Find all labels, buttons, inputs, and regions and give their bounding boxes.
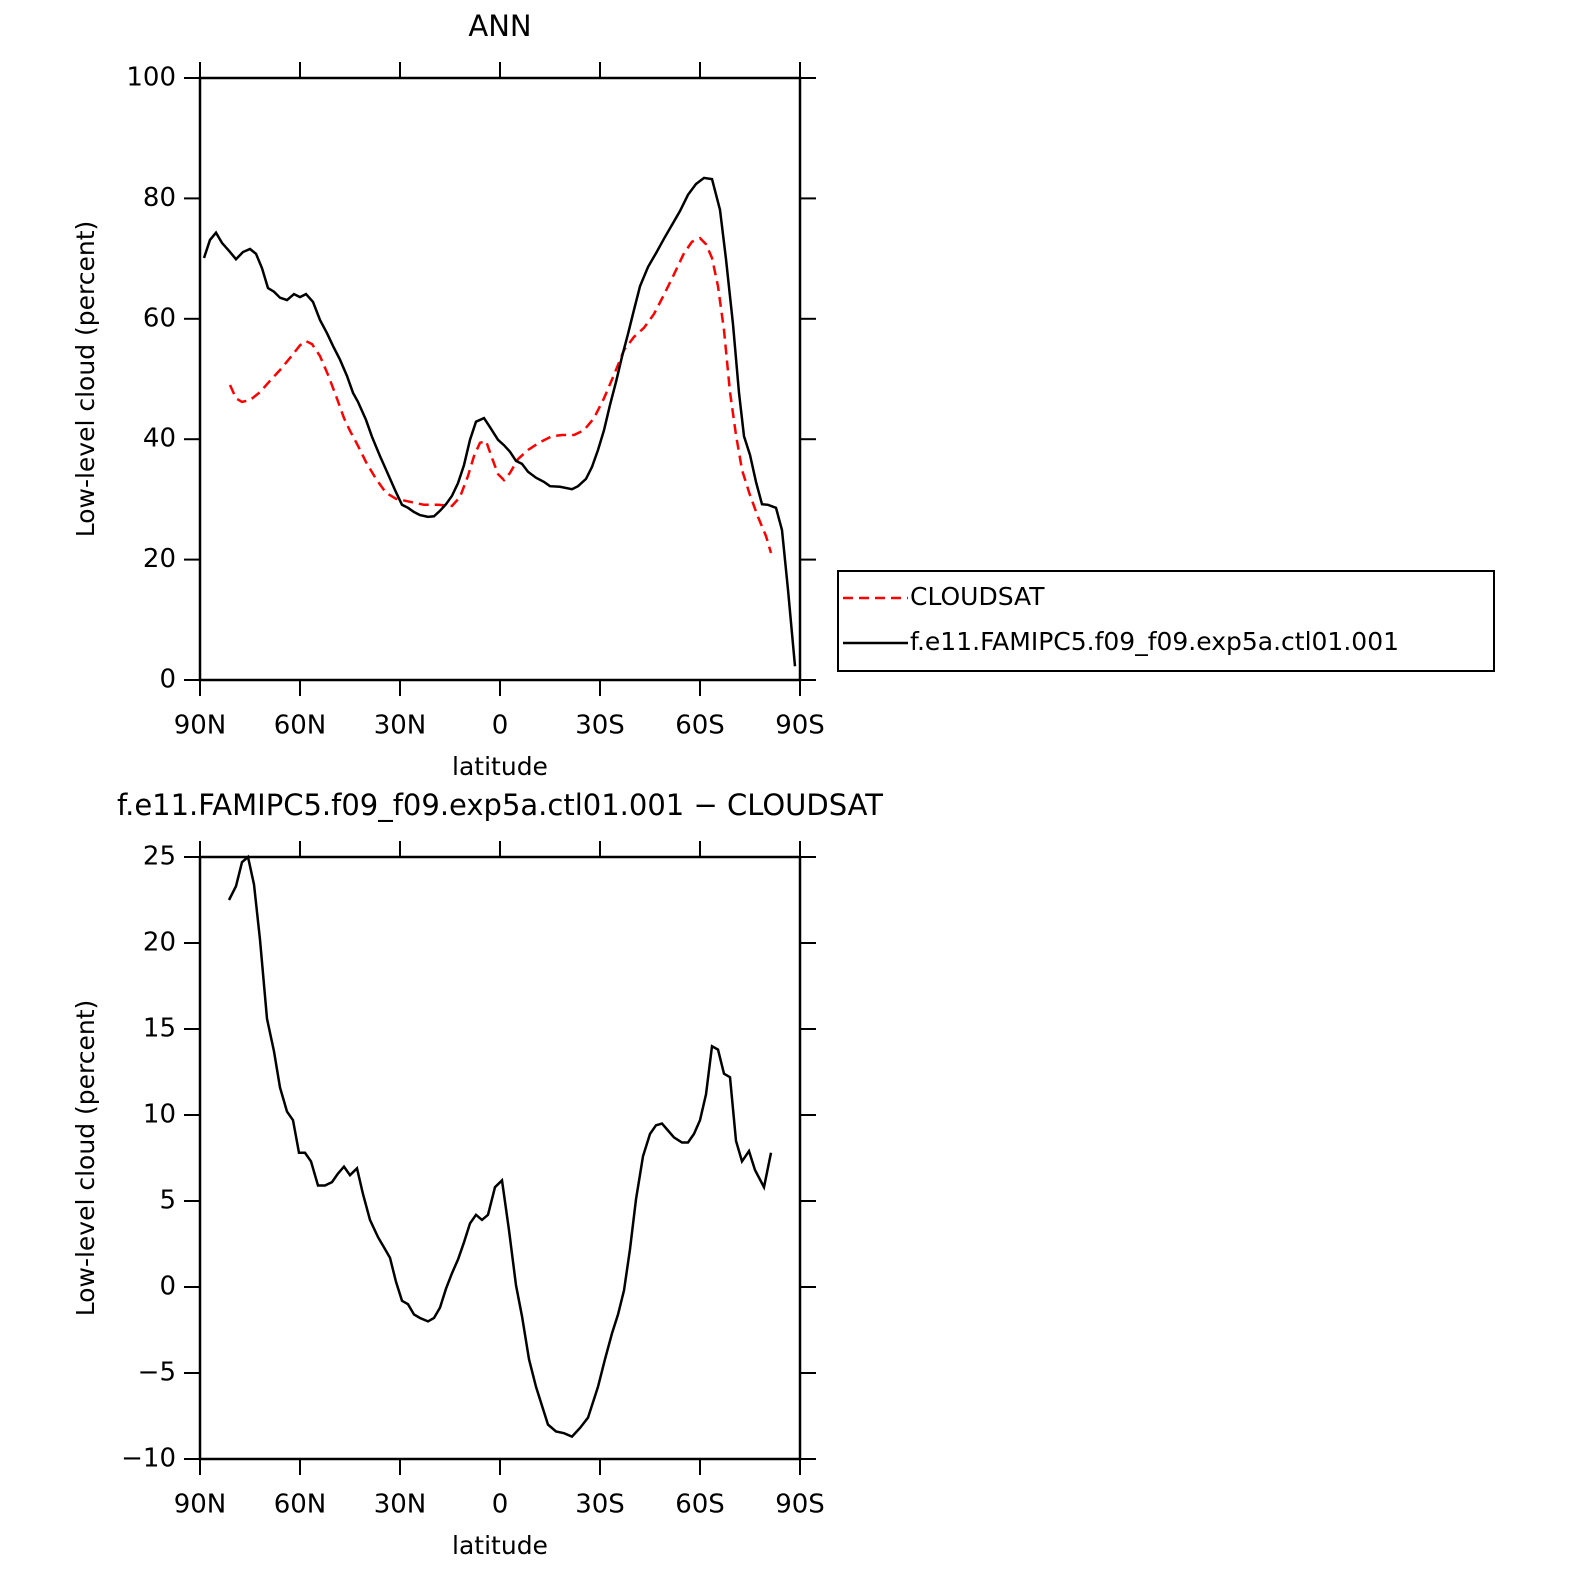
- data-line: [202, 176, 797, 667]
- y-tick-label: 15: [143, 1014, 176, 1044]
- x-tick-label: 90N: [174, 711, 227, 741]
- chart-title: ANN: [468, 9, 531, 43]
- y-tick-label: 100: [126, 63, 176, 93]
- legend-label: CLOUDSAT: [910, 582, 1045, 611]
- y-tick-label: 40: [143, 424, 176, 454]
- x-tick-label: 90S: [775, 711, 825, 741]
- x-tick-label: 0: [492, 1490, 509, 1520]
- x-tick-label: 60S: [675, 711, 725, 741]
- y-tick-label: 20: [143, 544, 176, 574]
- x-tick-label: 60S: [675, 1490, 725, 1520]
- y-tick-label: 10: [143, 1100, 176, 1130]
- plot-frame: [198, 76, 802, 682]
- y-axis-label: Low-level cloud (percent): [71, 1000, 100, 1317]
- data-line: [227, 854, 773, 1439]
- x-axis-label: latitude: [452, 752, 548, 781]
- y-tick-label: 80: [143, 183, 176, 213]
- x-tick-label: 30N: [374, 711, 427, 741]
- x-tick-label: 30S: [575, 1490, 625, 1520]
- x-tick-label: 0: [492, 711, 509, 741]
- plot-frame: [198, 855, 802, 1461]
- x-axis-label: latitude: [452, 1531, 548, 1560]
- x-tick-label: 90S: [775, 1490, 825, 1520]
- chart-title: f.e11.FAMIPC5.f09_f09.exp5a.ctl01.001 − …: [117, 788, 883, 822]
- y-tick-label: 25: [143, 842, 176, 872]
- y-tick-label: −5: [138, 1358, 176, 1388]
- legend-box: [837, 570, 1495, 672]
- x-tick-label: 30S: [575, 711, 625, 741]
- legend-label: f.e11.FAMIPC5.f09_f09.exp5a.ctl01.001: [910, 627, 1399, 656]
- y-tick-label: 0: [159, 665, 176, 695]
- y-tick-label: 60: [143, 303, 176, 333]
- data-line: [228, 236, 773, 554]
- y-tick-label: 20: [143, 928, 176, 958]
- y-tick-label: 5: [159, 1186, 176, 1216]
- x-tick-label: 30N: [374, 1490, 427, 1520]
- x-tick-label: 60N: [274, 711, 327, 741]
- y-tick-label: 0: [159, 1272, 176, 1302]
- x-tick-label: 60N: [274, 1490, 327, 1520]
- y-tick-label: −10: [121, 1444, 176, 1474]
- y-axis-label: Low-level cloud (percent): [71, 221, 100, 538]
- x-tick-label: 90N: [174, 1490, 227, 1520]
